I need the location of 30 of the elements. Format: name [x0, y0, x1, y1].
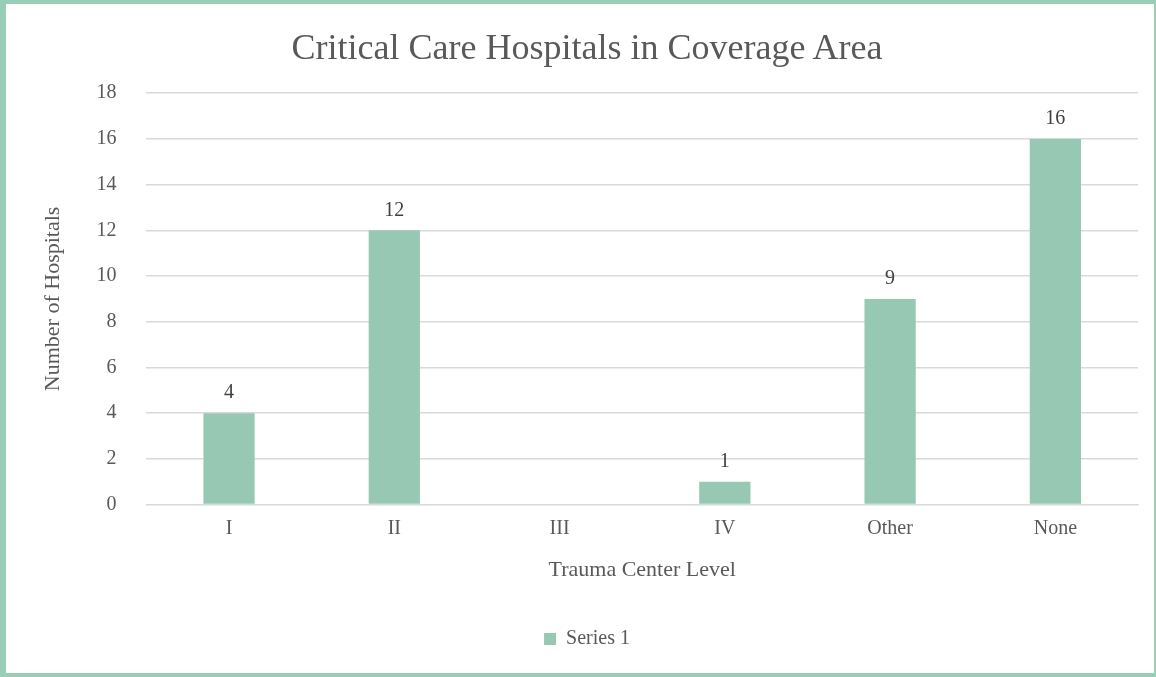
bar: [1029, 138, 1081, 504]
x-tick-label: Other: [867, 515, 914, 538]
bar: [368, 230, 420, 504]
y-tick-label: 10: [96, 263, 117, 286]
data-label: 9: [885, 266, 896, 289]
bar: [864, 298, 916, 504]
y-tick-label: 8: [106, 309, 117, 332]
y-tick-label: 16: [96, 126, 117, 149]
y-tick-label: 14: [96, 171, 117, 194]
y-tick-label: 12: [96, 217, 117, 240]
x-tick-label: III: [549, 515, 570, 538]
data-label: 1: [719, 448, 730, 471]
data-label: 16: [1045, 106, 1066, 129]
data-label: 12: [384, 197, 405, 220]
y-tick-label: 18: [96, 80, 117, 103]
y-axis-title: Number of Hospitals: [38, 206, 64, 392]
x-tick-label: None: [1033, 515, 1078, 538]
bar: [203, 413, 255, 504]
x-tick-label: I: [225, 515, 233, 538]
bar: [699, 481, 751, 504]
y-tick-label: 2: [106, 446, 117, 469]
y-tick-label: 4: [106, 400, 117, 423]
y-tick-label: 0: [106, 491, 117, 514]
x-axis-title: Trauma Center Level: [548, 555, 736, 581]
y-tick-label: 6: [106, 354, 117, 377]
data-label: 4: [224, 380, 235, 403]
x-tick-label: IV: [714, 515, 736, 538]
legend-label: Series 1: [566, 626, 630, 649]
chart-title: Critical Care Hospitals in Coverage Area: [291, 27, 883, 68]
x-tick-label: II: [387, 515, 401, 538]
